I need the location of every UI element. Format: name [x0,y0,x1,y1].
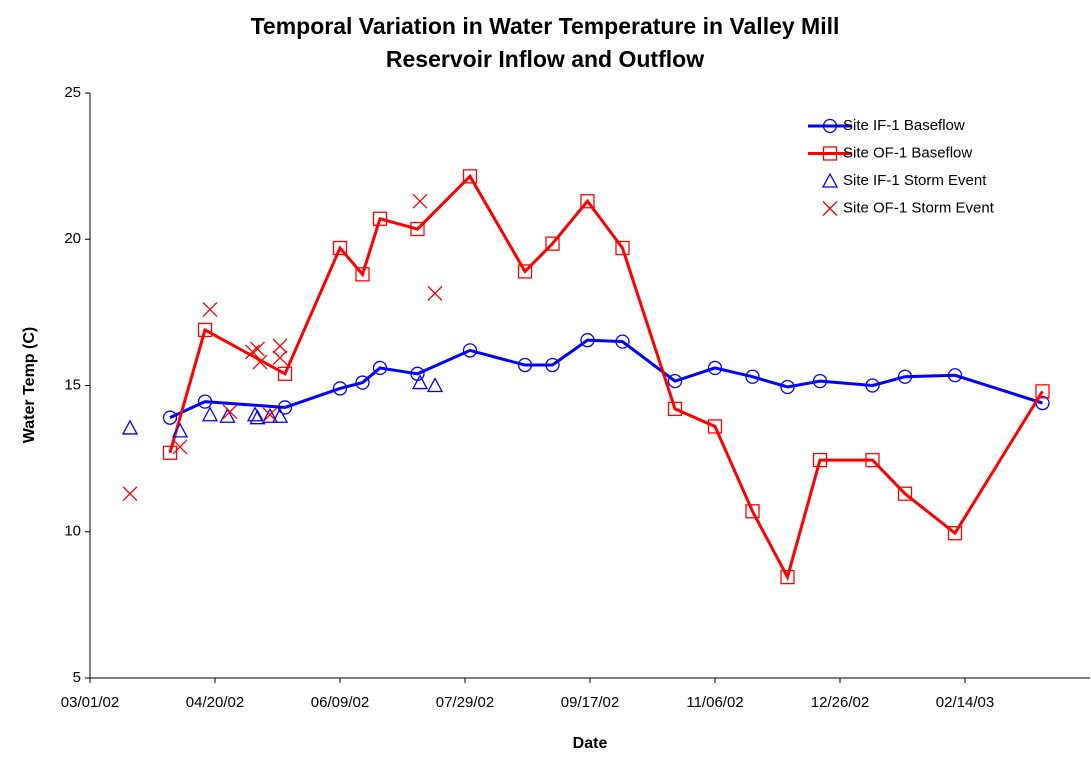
data-point [1035,384,1050,399]
data-point [545,357,560,373]
data-point [707,360,723,376]
data-point [272,338,288,354]
data-point [262,407,278,423]
data-point [277,400,293,415]
data-point [545,236,560,251]
data-point [897,486,913,501]
data-point [197,322,213,338]
data-point [355,375,370,390]
legend-label: Site IF-1 Storm Event [843,172,987,189]
data-point [201,406,219,422]
data-point [745,369,760,384]
legend-marker [822,118,838,134]
data-point [412,193,428,209]
legend-label: Site IF-1 Baseflow [843,117,965,134]
data-point [426,377,444,393]
y-tick-label: 10 [64,523,81,540]
series-line [168,173,1044,582]
x-tick-label: 09/17/02 [561,694,619,711]
data-point [897,369,913,384]
data-point [410,221,425,237]
data-point [812,452,828,468]
x-axis-label: Date [573,735,608,752]
x-tick-label: 03/01/02 [61,694,119,711]
chart-title: Temporal Variation in Water Temperature … [251,13,840,39]
y-tick-label: 15 [64,376,81,393]
legend-marker [822,201,838,216]
data-point [947,368,963,383]
data-point [250,341,265,357]
x-tick-label: 11/06/02 [686,694,743,711]
y-tick-label: 25 [64,84,81,101]
data-point [865,452,880,468]
series-line [169,338,1043,420]
data-point [332,381,348,396]
data-point [411,374,429,390]
data-point [249,409,266,425]
data-point [667,401,683,417]
data-point [517,357,533,373]
legend-label: Site OF-1 Baseflow [843,144,972,161]
data-point [517,264,533,279]
data-point [162,410,178,425]
data-point [272,350,288,366]
data-point [271,407,289,423]
data-point [197,394,213,409]
data-point [122,486,138,502]
y-tick-label: 5 [73,669,81,686]
data-point [372,211,388,226]
data-point [947,526,963,541]
data-point [252,354,268,370]
data-point [462,343,478,358]
data-point [246,406,264,422]
data-point [261,407,279,423]
data-point [372,360,388,376]
data-point [667,373,683,389]
legend-marker [822,146,838,161]
x-tick-label: 02/14/03 [936,694,994,711]
legend-marker [821,172,839,188]
legend-label: Site OF-1 Storm Event [843,199,995,216]
data-point [171,422,189,438]
data-point [865,378,880,393]
data-point [121,419,139,435]
data-point [332,240,348,256]
data-point [580,194,595,209]
data-point [707,419,723,434]
data-point [222,404,238,420]
data-point [780,569,795,585]
data-point [615,334,630,349]
x-tick-label: 04/20/02 [186,694,244,711]
x-tick-label: 06/09/02 [311,694,369,711]
data-point [162,445,178,460]
data-point [355,267,370,282]
data-point [580,333,595,348]
data-point [277,366,293,381]
y-axis-label: Water Temp (C) [21,327,38,443]
data-point [202,301,218,317]
data-point [780,379,795,395]
data-point [462,169,478,184]
chart-subtitle: Reservoir Inflow and Outflow [386,46,704,72]
data-point [219,407,236,423]
data-point [245,344,260,360]
x-tick-label: 07/29/02 [436,694,494,711]
data-point [427,285,443,301]
data-point [745,504,760,519]
x-tick-label: 12/26/02 [811,694,869,711]
data-point [172,439,188,455]
data-point [615,240,630,256]
data-point [812,373,828,389]
y-tick-label: 20 [64,230,81,247]
